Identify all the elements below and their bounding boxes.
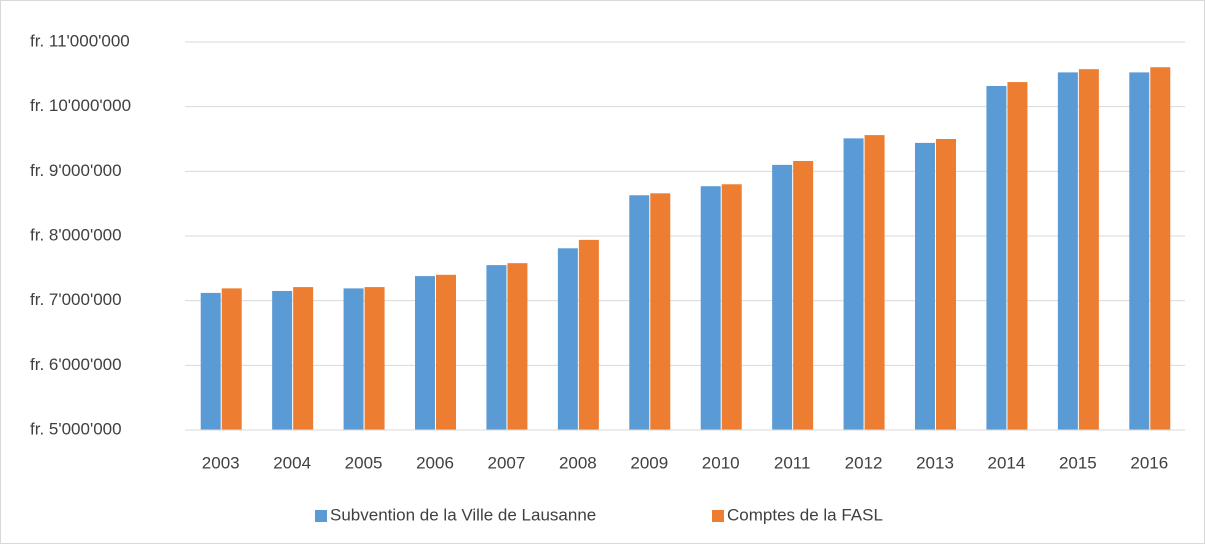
bar [1129, 72, 1150, 430]
bar [507, 263, 528, 430]
bar [293, 287, 314, 430]
bar [772, 164, 793, 430]
bar [915, 142, 935, 430]
bar [936, 139, 956, 430]
bar [1150, 67, 1171, 430]
bar [1007, 82, 1028, 431]
bar [221, 288, 242, 430]
x-tick-label: 2010 [702, 453, 740, 472]
y-tick-label: fr. 7'000'000 [30, 290, 122, 309]
bar [200, 292, 221, 430]
bar [793, 160, 814, 430]
bar [578, 239, 599, 430]
x-tick-label: 2009 [630, 453, 668, 472]
x-tick-label: 2007 [488, 453, 526, 472]
x-tick-label: 2005 [345, 453, 383, 472]
legend-label: Comptes de la FASL [727, 505, 883, 524]
bar [1078, 69, 1099, 430]
y-tick-label: fr. 11'000'000 [30, 31, 130, 50]
y-tick-label: fr. 6'000'000 [30, 355, 122, 374]
bar [843, 138, 864, 430]
bar [343, 288, 364, 430]
bar [1057, 72, 1078, 430]
y-tick-label: fr. 8'000'000 [30, 225, 122, 244]
bar [557, 248, 578, 430]
bar [700, 186, 721, 430]
bar [986, 85, 1007, 431]
legend-label: Subvention de la Ville de Lausanne [330, 505, 596, 524]
bar [486, 265, 507, 430]
x-tick-label: 2015 [1059, 453, 1097, 472]
x-tick-label: 2006 [416, 453, 454, 472]
x-tick-label: 2004 [273, 453, 311, 472]
x-tick-label: 2003 [202, 453, 240, 472]
y-tick-label: fr. 9'000'000 [30, 161, 122, 180]
x-tick-label: 2012 [845, 453, 883, 472]
x-tick-label: 2011 [774, 453, 811, 472]
bar [650, 193, 671, 430]
legend-swatch [315, 510, 327, 522]
bar [272, 290, 293, 430]
x-tick-label: 2013 [916, 453, 954, 472]
bar [864, 135, 885, 430]
bar [629, 195, 650, 430]
bar [415, 276, 435, 430]
bar [364, 287, 385, 430]
bar [436, 274, 456, 430]
x-tick-label: 2016 [1130, 453, 1168, 472]
legend-swatch [712, 510, 724, 522]
y-tick-label: fr. 5'000'000 [30, 419, 122, 438]
x-tick-label: 2008 [559, 453, 597, 472]
y-tick-label: fr. 10'000'000 [30, 96, 131, 115]
bar [721, 184, 742, 430]
x-tick-label: 2014 [988, 453, 1026, 472]
